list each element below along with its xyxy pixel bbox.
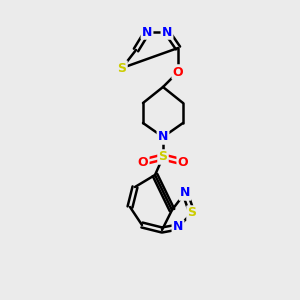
Text: S: S [158, 151, 167, 164]
Text: O: O [173, 65, 183, 79]
Text: N: N [173, 220, 183, 233]
Text: N: N [162, 26, 172, 38]
Text: N: N [158, 130, 168, 143]
Text: N: N [180, 187, 190, 200]
Text: N: N [142, 26, 152, 38]
Text: S: S [118, 61, 127, 74]
Text: O: O [138, 155, 148, 169]
Text: O: O [178, 155, 188, 169]
Text: S: S [188, 206, 196, 220]
